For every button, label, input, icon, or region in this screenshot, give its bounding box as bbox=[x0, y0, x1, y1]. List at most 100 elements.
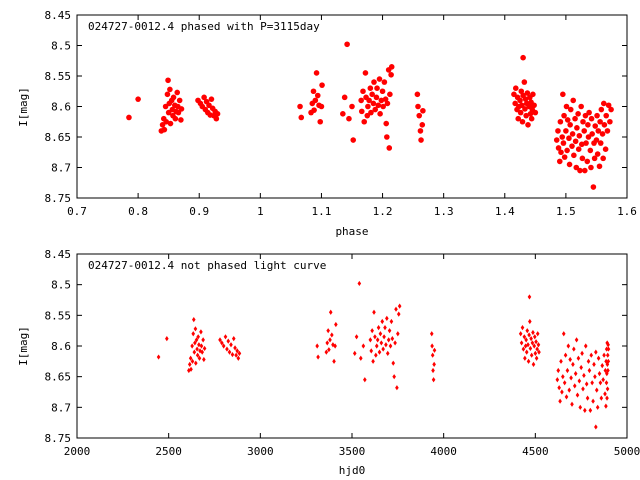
data-point bbox=[572, 346, 576, 352]
data-point bbox=[431, 377, 436, 383]
data-point bbox=[195, 352, 200, 358]
data-point bbox=[594, 387, 599, 393]
x-tick-label: 0.9 bbox=[189, 205, 209, 218]
data-point bbox=[375, 337, 380, 343]
data-point bbox=[167, 86, 173, 93]
data-point bbox=[582, 372, 586, 379]
data-point bbox=[584, 381, 589, 387]
data-point bbox=[298, 114, 305, 121]
data-point bbox=[583, 407, 587, 413]
data-point bbox=[390, 336, 395, 342]
data-point bbox=[235, 348, 240, 354]
data-point bbox=[315, 343, 319, 349]
data-point bbox=[311, 107, 317, 113]
data-point bbox=[534, 339, 538, 345]
data-point bbox=[206, 102, 212, 109]
x-tick-label: 4500 bbox=[522, 445, 549, 458]
data-point bbox=[380, 103, 386, 110]
data-point bbox=[357, 280, 362, 287]
y-tick-label: 8.65 bbox=[45, 131, 72, 144]
data-point bbox=[369, 348, 374, 354]
data-point bbox=[559, 358, 563, 364]
data-point bbox=[372, 106, 379, 113]
data-point bbox=[591, 398, 595, 404]
data-point bbox=[328, 309, 333, 315]
data-point bbox=[156, 354, 161, 360]
data-point bbox=[354, 334, 359, 340]
data-point bbox=[319, 82, 325, 88]
data-point bbox=[202, 356, 206, 363]
x-tick-label: 5000 bbox=[614, 445, 640, 458]
data-point bbox=[344, 41, 350, 48]
data-point bbox=[530, 340, 535, 346]
data-point bbox=[420, 107, 426, 114]
x-tick-label: 1.6 bbox=[617, 205, 637, 218]
data-point bbox=[431, 367, 435, 374]
data-point bbox=[587, 367, 592, 374]
y-tick-label: 8.7 bbox=[51, 162, 71, 175]
data-point bbox=[577, 378, 582, 384]
data-point bbox=[574, 125, 580, 131]
data-point bbox=[199, 329, 203, 335]
data-point bbox=[191, 317, 196, 323]
data-point bbox=[333, 343, 337, 349]
data-point bbox=[565, 367, 570, 374]
data-point bbox=[592, 123, 599, 129]
data-point bbox=[560, 140, 567, 146]
y-tick-label: 8.6 bbox=[51, 340, 71, 353]
data-point bbox=[373, 334, 377, 340]
data-point bbox=[597, 140, 604, 146]
data-point bbox=[578, 404, 583, 410]
data-point bbox=[519, 118, 526, 125]
data-point bbox=[174, 89, 181, 96]
data-point bbox=[233, 345, 237, 351]
data-point bbox=[606, 358, 611, 364]
y-tick-label: 8.45 bbox=[45, 9, 72, 22]
data-point bbox=[527, 332, 531, 338]
data-point bbox=[535, 346, 539, 352]
data-point bbox=[599, 395, 604, 401]
data-point bbox=[331, 342, 335, 348]
data-point bbox=[560, 91, 566, 98]
x-tick-label: 1 bbox=[257, 205, 264, 218]
data-point bbox=[328, 337, 332, 343]
data-point bbox=[361, 118, 368, 125]
data-point bbox=[528, 115, 535, 122]
data-point bbox=[573, 164, 580, 171]
y-tick-label: 8.55 bbox=[45, 309, 72, 322]
data-point bbox=[341, 94, 348, 101]
data-point bbox=[602, 146, 609, 152]
data-point bbox=[559, 134, 566, 140]
data-point bbox=[332, 358, 336, 364]
data-point bbox=[534, 355, 539, 361]
data-point bbox=[599, 131, 606, 137]
y-tick-label: 8.75 bbox=[45, 432, 72, 445]
data-point bbox=[164, 91, 171, 98]
data-point bbox=[430, 352, 435, 358]
data-point bbox=[533, 350, 538, 356]
data-point bbox=[555, 377, 560, 383]
data-point bbox=[214, 111, 221, 117]
data-point bbox=[526, 358, 531, 364]
data-point bbox=[571, 152, 577, 159]
data-point bbox=[524, 349, 529, 355]
y-tick-label: 8.75 bbox=[45, 192, 72, 205]
data-point bbox=[190, 358, 195, 364]
data-series bbox=[126, 41, 614, 190]
chart-title: 024727-0012.4 not phased light curve bbox=[88, 259, 326, 272]
x-tick-label: 1.2 bbox=[373, 205, 393, 218]
data-point bbox=[227, 349, 232, 355]
data-point bbox=[374, 352, 378, 358]
data-point bbox=[568, 356, 572, 363]
data-point bbox=[221, 343, 226, 349]
data-point bbox=[588, 115, 595, 122]
data-point bbox=[377, 349, 382, 355]
data-point bbox=[374, 343, 379, 349]
data-point bbox=[234, 352, 238, 358]
data-point bbox=[564, 147, 570, 154]
x-axis-label: phase bbox=[335, 225, 368, 238]
data-point bbox=[600, 363, 605, 369]
data-point bbox=[386, 337, 391, 343]
data-point bbox=[596, 163, 603, 170]
data-point bbox=[531, 361, 536, 367]
